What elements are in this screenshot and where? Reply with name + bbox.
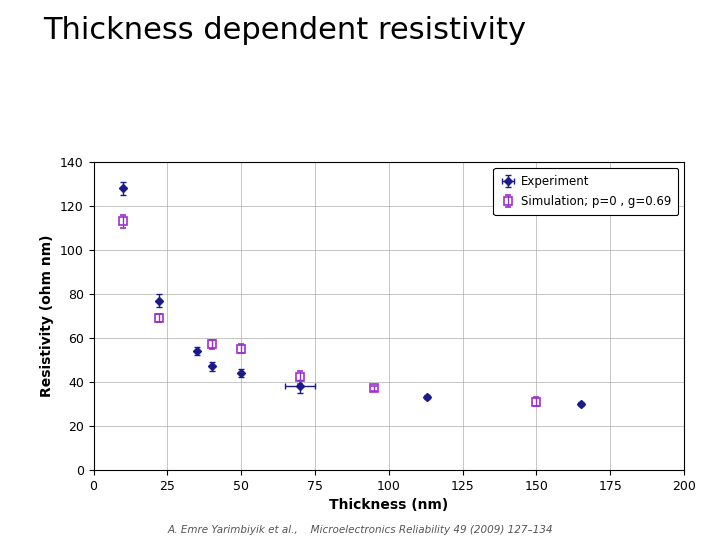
Text: Thickness dependent resistivity: Thickness dependent resistivity [43, 16, 526, 45]
Legend: Experiment, Simulation; p=0 , g=0.69: Experiment, Simulation; p=0 , g=0.69 [493, 168, 678, 215]
Text: A. Emre Yarimbiyik et al.,    Microelectronics Reliability 49 (2009) 127–134: A. Emre Yarimbiyik et al., Microelectron… [167, 524, 553, 535]
Y-axis label: Resistivity (ohm nm): Resistivity (ohm nm) [40, 235, 55, 397]
X-axis label: Thickness (nm): Thickness (nm) [329, 498, 449, 512]
